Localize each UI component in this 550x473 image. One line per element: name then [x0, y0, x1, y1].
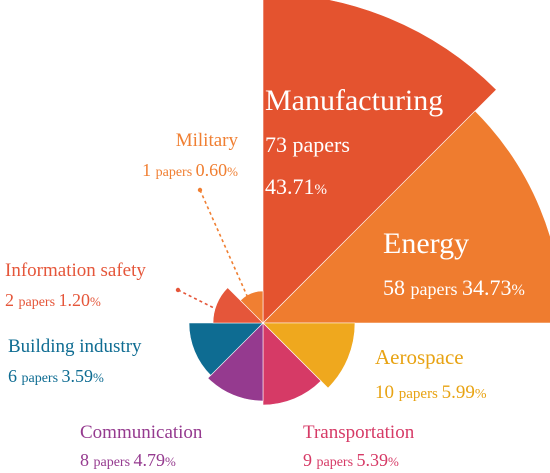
wedge-military	[239, 290, 264, 324]
label-name-energy: Energy	[383, 227, 469, 260]
wedge-aerospace	[262, 322, 356, 389]
label-name-transportation: Transportation	[303, 422, 415, 443]
wedge-communication	[207, 322, 264, 402]
wedge-energy	[262, 110, 550, 324]
label-name-building-industry: Building industry	[8, 336, 142, 357]
leader-information-safety	[177, 289, 223, 313]
label-value-military: 1 papers 0.60%	[142, 160, 238, 180]
labels-group: Manufacturing 73 papers 43.71% Energy 58 pap…	[5, 84, 525, 470]
leader-military-dot	[197, 187, 203, 193]
label-name-military: Military	[176, 130, 239, 151]
label-name-communication: Communication	[80, 422, 203, 443]
label-name-aerospace: Aerospace	[375, 345, 464, 369]
leader-information-safety-dot	[175, 287, 181, 293]
wedges-group	[188, 0, 550, 406]
wedge-information-safety	[212, 287, 264, 324]
leader-military	[199, 189, 249, 299]
label-value-information-safety: 2 papers 1.20%	[5, 290, 101, 310]
label-value-aerospace: 10 papers 5.99%	[375, 382, 487, 403]
label-value-transportation: 9 papers 5.39%	[303, 450, 399, 470]
label-name-information-safety: Information safety	[5, 260, 146, 281]
leader-lines-group	[175, 187, 249, 313]
label-value-energy: 58 papers 34.73%	[383, 275, 525, 300]
label-count-manufacturing: 73 papers	[265, 132, 350, 157]
label-percent-manufacturing: 43.71%	[265, 174, 327, 199]
label-value-communication: 8 papers 4.79%	[80, 450, 176, 470]
wedge-manufacturing	[262, 0, 497, 324]
label-value-building-industry: 6 papers 3.59%	[8, 366, 104, 386]
wedge-transportation	[262, 322, 322, 406]
wedge-building-industry	[188, 322, 264, 376]
label-name-manufacturing: Manufacturing	[265, 84, 443, 117]
